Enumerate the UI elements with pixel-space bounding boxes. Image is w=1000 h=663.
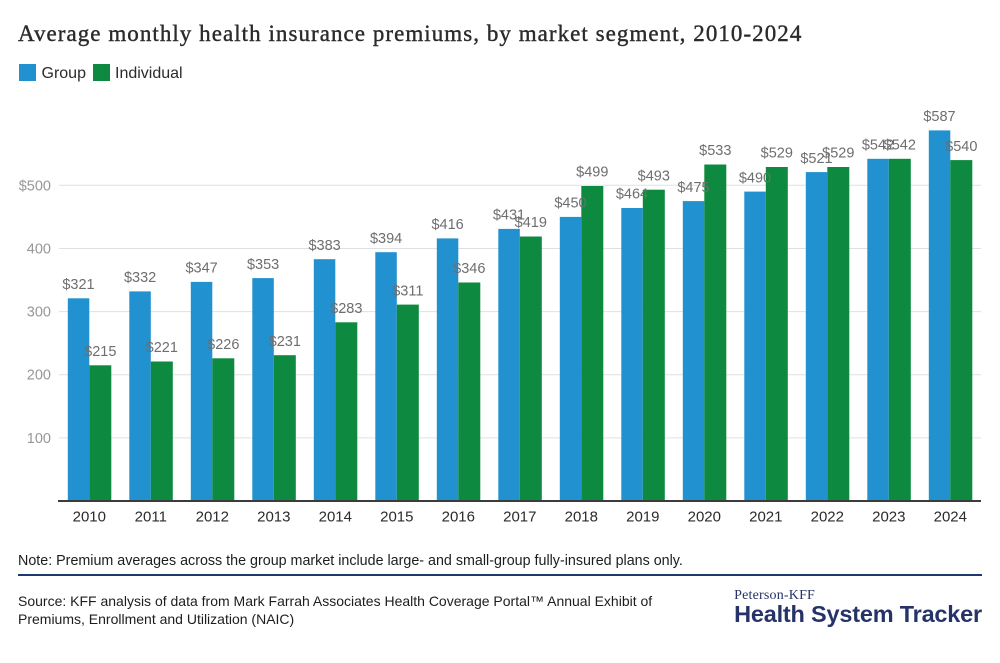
svg-text:2021: 2021 [749,509,782,526]
svg-text:$347: $347 [185,261,217,277]
svg-text:$332: $332 [124,270,156,286]
svg-text:2024: 2024 [934,509,967,526]
svg-text:$221: $221 [146,340,178,356]
svg-text:2016: 2016 [442,509,475,526]
svg-text:300: 300 [27,305,51,321]
svg-text:$416: $416 [431,217,463,233]
svg-text:$490: $490 [739,170,771,186]
svg-text:2017: 2017 [503,509,536,526]
svg-text:$383: $383 [308,238,340,254]
svg-text:2014: 2014 [319,509,352,526]
svg-text:200: 200 [27,368,51,384]
svg-text:$321: $321 [62,277,94,293]
svg-text:2010: 2010 [73,509,106,526]
svg-text:$542: $542 [884,138,916,154]
svg-text:$540: $540 [945,139,977,155]
svg-text:$231: $231 [269,334,301,350]
svg-text:$542: $542 [862,138,894,154]
svg-text:$346: $346 [453,261,485,277]
svg-text:$521: $521 [800,151,832,167]
svg-text:2020: 2020 [688,509,721,526]
svg-text:$311: $311 [392,283,423,299]
svg-text:2023: 2023 [872,509,905,526]
svg-text:2019: 2019 [626,509,659,526]
svg-text:2022: 2022 [811,509,844,526]
svg-text:$493: $493 [638,168,670,184]
svg-text:$500: $500 [19,178,51,194]
svg-text:$419: $419 [515,215,547,231]
svg-text:2013: 2013 [257,509,290,526]
svg-text:$226: $226 [207,337,239,353]
svg-text:$587: $587 [923,109,955,125]
svg-text:$529: $529 [761,146,793,162]
svg-text:2012: 2012 [196,509,229,526]
svg-text:$353: $353 [247,257,279,273]
svg-text:$450: $450 [554,196,586,212]
svg-text:$533: $533 [699,143,731,159]
svg-text:$529: $529 [822,146,854,162]
svg-text:400: 400 [27,242,51,258]
svg-text:$215: $215 [84,344,116,360]
svg-text:$283: $283 [330,301,362,317]
svg-text:$431: $431 [493,208,525,224]
svg-text:$475: $475 [677,180,709,196]
svg-text:2018: 2018 [565,509,598,526]
svg-text:2011: 2011 [135,509,167,526]
svg-text:$499: $499 [576,165,608,181]
svg-text:$394: $394 [370,231,402,247]
svg-text:2015: 2015 [380,509,413,526]
svg-text:100: 100 [27,431,51,447]
svg-text:$464: $464 [616,187,648,203]
